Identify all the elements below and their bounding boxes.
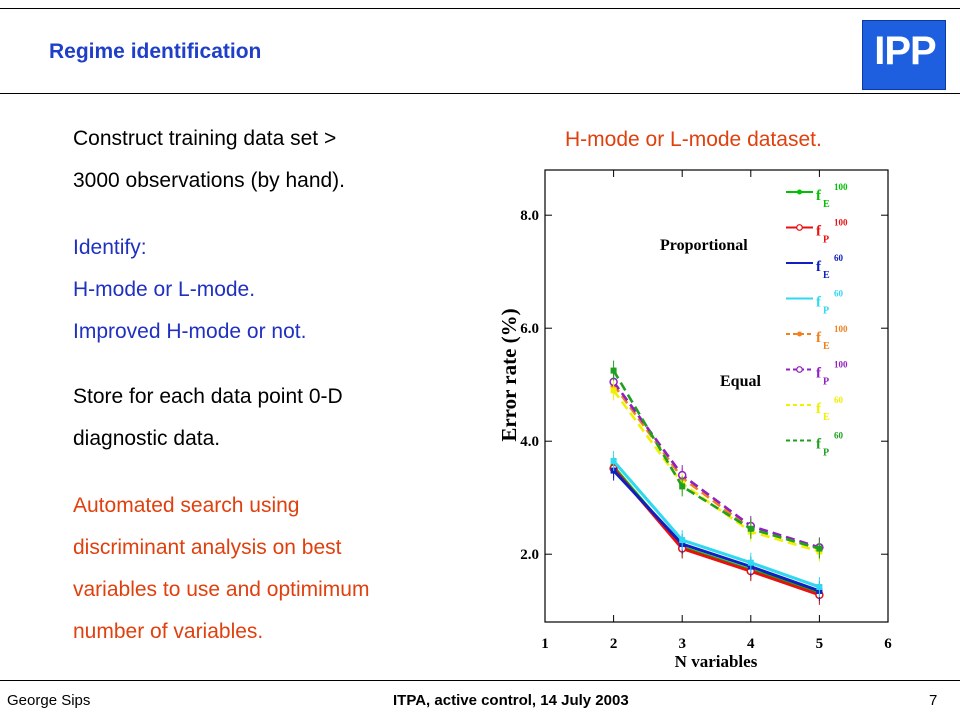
legend-marker [797, 331, 802, 337]
legend-label-sup: 60 [834, 431, 844, 441]
legend-marker [796, 366, 803, 373]
x-tick-label: 2 [610, 636, 618, 652]
header-rule-top [0, 8, 960, 9]
legend-marker [797, 189, 802, 195]
chart-heading: H-mode or L-mode dataset. [565, 128, 822, 151]
legend-label-sub: E [823, 341, 830, 352]
legend-label-base: f [816, 437, 822, 453]
footer-page-number: 7 [929, 692, 938, 709]
body-paragraph-2: Identify: H-mode or L-mode. Improved H-m… [73, 227, 306, 353]
data-point [679, 537, 686, 544]
x-tick-label: 5 [816, 636, 824, 652]
data-point [747, 525, 754, 532]
legend-label-base: f [816, 259, 822, 275]
y-axis-label: Error rate (%) [497, 308, 521, 441]
x-tick-label: 4 [747, 636, 755, 652]
series-line [612, 459, 820, 589]
x-tick-label: 6 [884, 636, 892, 652]
legend-label-base: f [816, 188, 822, 204]
x-tick-label: 1 [541, 636, 549, 652]
data-point [610, 387, 617, 394]
series-line [612, 465, 820, 595]
legend-label-sup: 60 [834, 395, 844, 405]
ipp-logo: IPP [862, 20, 946, 90]
logo-text: IPP [874, 29, 936, 73]
legend-label-sup: 100 [834, 324, 848, 334]
body-paragraph-4: Automated search using discriminant anal… [73, 485, 369, 653]
legend-label-sup: 100 [834, 360, 848, 370]
data-point [610, 457, 617, 464]
legend-label-sup: 60 [834, 253, 844, 263]
body-line: discriminant analysis on best [73, 536, 342, 559]
series-line [612, 381, 820, 549]
axes: 1 2 3 4 5 6 2.0 4.0 6.0 8.0 [520, 170, 892, 652]
body-line: number of variables. [73, 620, 264, 643]
body-paragraph-1: Construct training data set > 3000 obser… [73, 118, 345, 202]
data-point [816, 583, 823, 590]
legend-label-sub: E [823, 270, 830, 281]
body-line: Store for each data point 0-D [73, 385, 343, 408]
body-line: Construct training data set > [73, 127, 337, 150]
legend-label-sup: 100 [834, 182, 848, 192]
series-group [609, 360, 824, 605]
legend-label-base: f [816, 224, 822, 240]
plot-frame [544, 169, 889, 623]
series-line [612, 469, 820, 593]
annotation-equal: Equal [720, 373, 761, 390]
y-tick-label: 4.0 [520, 434, 539, 450]
y-tick-label: 8.0 [520, 208, 539, 224]
body-line: Automated search using [73, 494, 300, 517]
data-point [816, 545, 823, 552]
body-line: 3000 observations (by hand). [73, 169, 346, 192]
series-line [612, 383, 820, 550]
annotation-proportional: Proportional [660, 237, 748, 254]
series-line [612, 389, 820, 553]
data-point [679, 483, 686, 490]
body-line: Improved H-mode or not. [73, 320, 307, 343]
legend-label-sub: P [823, 235, 829, 246]
body-line: variables to use and optimimum [73, 578, 370, 601]
y-tick-label: 2.0 [520, 547, 539, 563]
legend-label-base: f [816, 366, 822, 382]
body-line: Identify: [73, 236, 147, 259]
legend-label-sub: P [823, 377, 829, 388]
legend-label-sub: E [823, 412, 830, 423]
legend-label-base: f [816, 295, 822, 311]
legend-label-sup: 100 [834, 218, 848, 228]
legend-label-sub: P [823, 448, 829, 459]
body-line: H-mode or L-mode. [73, 278, 256, 301]
slide-title: Regime identification [49, 40, 262, 63]
legend-label-sup: 60 [834, 289, 844, 299]
body-paragraph-3: Store for each data point 0-D diagnostic… [73, 376, 343, 460]
footer-author: George Sips [7, 692, 91, 709]
error-rate-chart: 1 2 3 4 5 62.04.06.08.0 fE100fP100fE60fP60fE1… [497, 169, 892, 671]
data-point [747, 559, 754, 566]
footer-rule [0, 680, 960, 681]
legend-label-sub: P [823, 306, 829, 317]
data-point [610, 367, 617, 374]
x-axis-label: N variables [675, 652, 758, 671]
body-line: diagnostic data. [73, 427, 221, 450]
x-tick-label: 3 [678, 636, 686, 652]
y-tick-label: 6.0 [520, 321, 539, 337]
header-rule-bottom [0, 93, 960, 94]
series-line [612, 369, 820, 550]
legend-label-base: f [816, 401, 822, 417]
legend-marker [796, 224, 803, 231]
legend-label-base: f [816, 330, 822, 346]
footer-event: ITPA, active control, 14 July 2003 [393, 692, 629, 709]
legend-label-sub: E [823, 199, 830, 210]
